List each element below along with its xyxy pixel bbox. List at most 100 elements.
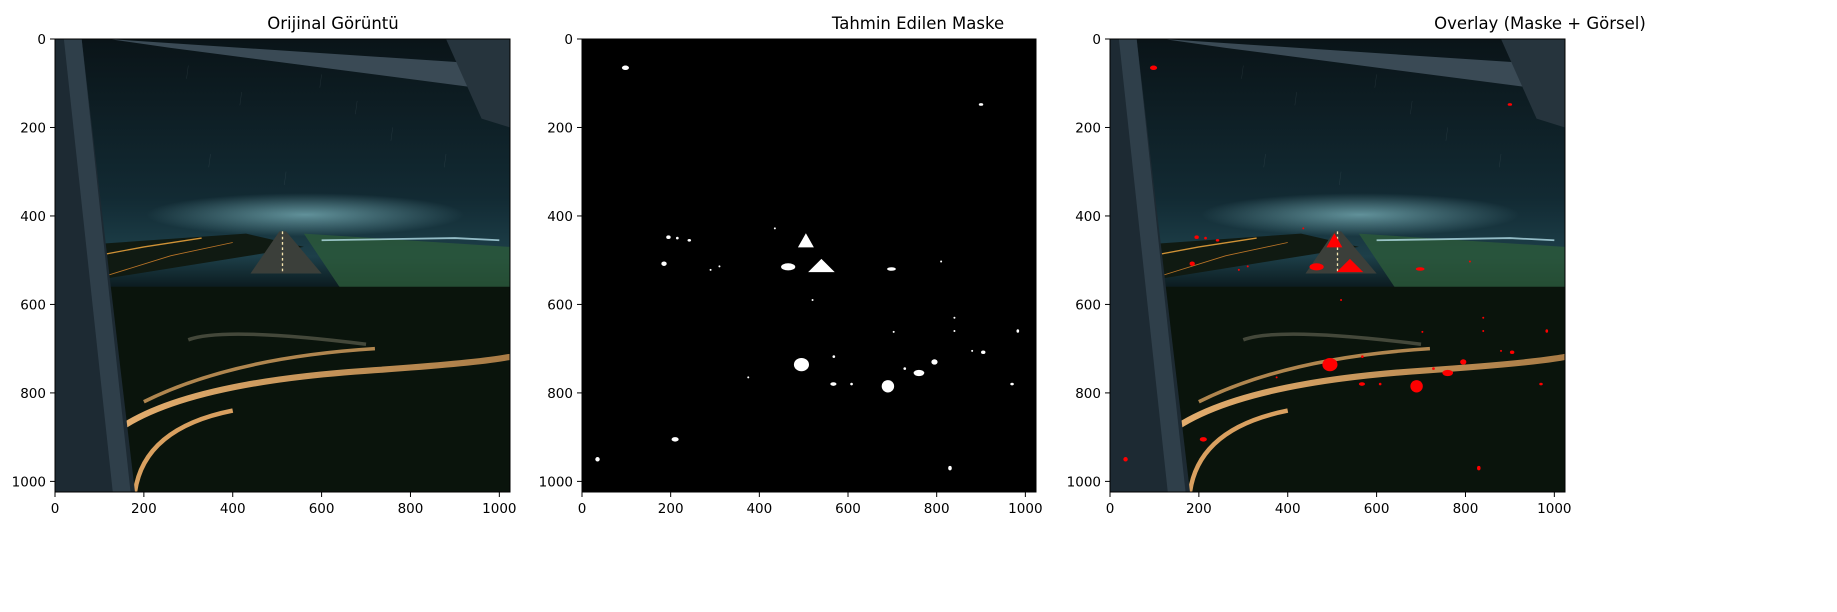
mask-region	[675, 236, 679, 240]
mask-region	[1378, 382, 1382, 386]
mask-region	[1482, 316, 1485, 319]
y-tick-label: 400	[20, 209, 46, 225]
mask-region	[1500, 349, 1503, 352]
y-tick-label: 1000	[12, 474, 46, 490]
original-image	[55, 39, 521, 492]
mask-region	[1275, 376, 1278, 379]
mask-region	[940, 260, 943, 263]
y-tick-label: 200	[547, 120, 573, 136]
mask-region	[1189, 261, 1195, 266]
panel-original: Orijinal Görüntü	[0, 0, 600, 612]
mask-region	[595, 457, 600, 462]
overlay-image	[1110, 39, 1576, 492]
y-tick-label: 800	[547, 386, 573, 402]
y-tick-label: 0	[37, 32, 46, 48]
mask-region	[621, 65, 629, 70]
x-tick-label: 200	[131, 501, 157, 517]
mask-region	[1415, 267, 1425, 271]
mask-region	[1246, 265, 1249, 268]
mask-image	[582, 39, 1036, 492]
mask-region	[1199, 437, 1207, 442]
x-tick-label: 600	[835, 501, 861, 517]
panel-title: Overlay (Maske + Görsel)	[1434, 14, 1646, 33]
x-tick-label: 400	[220, 501, 246, 517]
mask-region	[773, 227, 776, 230]
mask-region	[1442, 369, 1454, 377]
axes-original: 0 200 400 600 800 1000 0 200 400 600 800 1000	[12, 32, 521, 517]
y-tick-label: 400	[1075, 209, 1101, 225]
mask-region	[1468, 260, 1471, 263]
panel-mask: Tahmin Edilen Maske	[618, 0, 1218, 612]
panel-title: Orijinal Görüntü	[267, 14, 399, 33]
axes-overlay: 0 200 400 600 800 1000 0 200 400 600 800 1000	[1067, 32, 1576, 517]
mask-region	[1204, 236, 1207, 240]
mask-region	[881, 380, 895, 393]
panel-title: Tahmin Edilen Maske	[831, 14, 1005, 33]
x-tick-label: 800	[1453, 501, 1479, 517]
mask-region	[832, 355, 836, 358]
mask-region	[671, 437, 679, 442]
mask-region	[948, 465, 952, 471]
y-tick-label: 0	[564, 32, 573, 48]
mask-region	[1010, 382, 1014, 386]
x-tick-label: 1000	[1537, 501, 1571, 517]
mask-region	[903, 367, 907, 370]
panel-overlay: Overlay (Maske + Görsel)	[1236, 0, 1836, 612]
x-tick-label: 400	[1275, 501, 1301, 517]
mask-region	[808, 258, 835, 273]
mask-region	[709, 268, 712, 271]
x-tick-label: 600	[309, 501, 335, 517]
x-tick-label: 800	[398, 501, 424, 517]
axes-mask: 0 200 400 600 800 1000 0 200 400 600 800 1000	[539, 32, 1043, 517]
y-tick-label: 600	[547, 297, 573, 313]
mask-region	[1016, 329, 1020, 333]
mask-region	[1215, 238, 1220, 242]
axes-frame	[1109, 38, 1566, 493]
mask-region	[1309, 263, 1324, 271]
mask-region	[1539, 382, 1543, 386]
mask-region	[850, 382, 853, 386]
mask-region	[1361, 355, 1364, 358]
x-tick-label: 0	[51, 501, 60, 517]
mask-region	[1482, 329, 1485, 332]
y-tick-label: 1000	[1067, 474, 1101, 490]
y-tick-label: 600	[20, 297, 46, 313]
mask-region	[1322, 357, 1338, 372]
mask-region	[1302, 227, 1305, 230]
y-tick-label: 600	[1075, 297, 1101, 313]
mask-region	[1507, 103, 1513, 106]
y-tick-label: 200	[1075, 120, 1101, 136]
x-tick-label: 1000	[482, 501, 516, 517]
mask-region	[1432, 367, 1435, 370]
x-tick-label: 600	[1364, 501, 1390, 517]
x-tick-label: 0	[1106, 501, 1115, 517]
mask-region	[811, 299, 814, 302]
mask-region	[887, 267, 896, 271]
mask-region	[797, 233, 814, 248]
mask-region	[1237, 268, 1240, 271]
mask-region	[747, 376, 750, 379]
mask-region	[1194, 235, 1199, 239]
y-tick-label: 1000	[539, 474, 573, 490]
mask-region	[892, 330, 895, 333]
mask-region	[718, 265, 721, 268]
mask-region	[781, 263, 796, 271]
y-tick-label: 0	[1092, 32, 1101, 48]
x-tick-label: 800	[924, 501, 950, 517]
x-tick-label: 200	[1186, 501, 1212, 517]
x-tick-label: 400	[746, 501, 772, 517]
mask-region	[971, 349, 974, 352]
mask-region	[1410, 380, 1423, 393]
x-tick-label: 200	[658, 501, 684, 517]
mask-region	[1123, 457, 1128, 462]
mask-region	[830, 382, 837, 386]
mask-region	[913, 369, 925, 377]
mask-region	[793, 357, 809, 372]
y-tick-label: 200	[20, 120, 46, 136]
mask-region	[1336, 258, 1364, 273]
axes-frame	[581, 38, 1037, 493]
mask-region	[1421, 330, 1424, 333]
y-tick-label: 400	[547, 209, 573, 225]
mask-region	[1340, 299, 1343, 302]
mask-region	[661, 261, 667, 266]
